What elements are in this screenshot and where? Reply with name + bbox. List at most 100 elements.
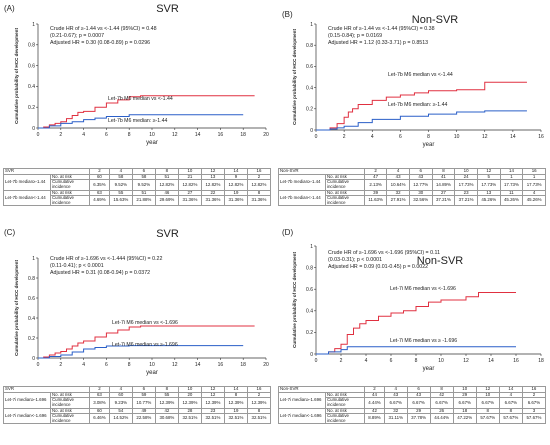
measure-label: Cumulative incidence: [325, 179, 365, 191]
incidence-cell: 6.67%: [475, 397, 500, 409]
y-tick-label: 0: [32, 126, 35, 132]
y-axis-label: Cumulative probability of HCC developmen…: [292, 252, 297, 348]
y-tick-label: 1: [32, 22, 35, 28]
table-row: Cumulative incidence 6.46% 14.52% 22.58% 30.…: [4, 413, 272, 425]
y-tick-label: 0.4: [306, 85, 313, 91]
incidence-cell: 12.39%: [154, 397, 179, 409]
incidence-cell: 22.58%: [131, 413, 156, 425]
hr-annotation: (0.03-0.31); p < 0.0001: [328, 257, 382, 263]
y-tick-label: 0.4: [28, 84, 35, 90]
hr-annotation: Crude HR of ≥-1.44 vs <-1.44 (95%CI) = 0…: [328, 26, 435, 32]
x-axis-label: year: [423, 142, 435, 148]
incidence-cell: 14.89%: [431, 179, 456, 191]
y-tick-label: 1: [310, 244, 313, 250]
incidence-cell: 17.73%: [499, 179, 524, 191]
incidence-cell: 27.91%: [386, 195, 410, 207]
incidence-cell: 8.89%: [364, 413, 385, 425]
km-curve-red: [316, 81, 527, 131]
incidence-cell: 6.67%: [452, 397, 477, 409]
incidence-cell: 12.39%: [177, 397, 202, 409]
incidence-cell: 6.67%: [383, 397, 408, 409]
panel-letter: (B): [282, 10, 293, 19]
series-label: Let-7b M6 median: ≥-1.44: [108, 118, 167, 124]
measure-label: Cumulative incidence: [50, 413, 90, 425]
hr-annotation: Crude HR of ≥-1.696 vs <-1.696 (95%CI) =…: [328, 250, 440, 256]
y-axis-label: Cumulative probability of HCC developmen…: [292, 29, 297, 125]
group-name: Let-7b median≥-1.44: [278, 173, 326, 191]
km-curve-red: [38, 325, 255, 359]
y-tick-label: 0.6: [306, 287, 313, 293]
x-tick-label: 12: [482, 134, 488, 140]
incidence-cell: 31.36%: [200, 195, 225, 207]
x-tick-label: 10: [149, 132, 155, 138]
incidence-cell: 45.26%: [476, 195, 501, 207]
x-tick-label: 10: [454, 134, 460, 140]
x-tick-label: 2: [59, 362, 62, 368]
y-axis-label: Cumulative probability of HCC developmen…: [14, 28, 19, 124]
panel-title: Non-SVR: [416, 255, 464, 267]
y-tick-label: 0: [310, 352, 313, 358]
x-tick-label: 12: [463, 358, 469, 364]
panel-letter: (A): [4, 4, 15, 13]
table-row: Cumulative incidence 4.69% 15.63% 21.88% 29.…: [4, 195, 272, 207]
incidence-cell: 32.51%: [177, 413, 202, 425]
group-name: Let-7b median<-1.44: [3, 189, 51, 207]
incidence-cell: 6.46%: [89, 413, 110, 425]
incidence-cell: 17.73%: [454, 179, 478, 191]
km-curve-blue: [38, 114, 244, 129]
incidence-cell: 6.67%: [406, 397, 431, 409]
risk-table-svr-let7b: SVR 2 4 6 8 10 12 14 16 Let-7b median≥-1.44 No. at…: [3, 168, 272, 207]
incidence-cell: 6.67%: [429, 397, 454, 409]
group-name: Let-7b median<-1.44: [278, 189, 326, 207]
incidence-cell: 12.82%: [200, 179, 225, 191]
x-tick-label: 14: [488, 358, 494, 364]
risk-table-nonsvr-let7i: Non-SVR 2 4 6 8 10 12 14 16 Let-7i median≥-1.696 N…: [278, 386, 547, 425]
incidence-cell: 31.36%: [223, 195, 248, 207]
x-tick-label: 6: [105, 362, 108, 368]
x-tick-label: 8: [128, 132, 131, 138]
y-tick-label: 0.6: [28, 296, 35, 302]
y-tick-label: 0: [32, 356, 35, 362]
x-tick-label: 20: [263, 362, 269, 368]
km-curve-blue: [316, 110, 527, 131]
panel-letter: (C): [4, 228, 16, 237]
incidence-cell: 32.51%: [246, 413, 272, 425]
x-tick-label: 12: [172, 362, 178, 368]
series-label: Let-7i M6 median vs ≥-1.696: [112, 342, 178, 348]
incidence-cell: 32.51%: [200, 413, 225, 425]
incidence-cell: 44.44%: [429, 413, 454, 425]
incidence-cell: 12.39%: [246, 397, 272, 409]
x-axis-label: year: [146, 140, 158, 146]
incidence-cell: 10.77%: [131, 397, 156, 409]
incidence-cell: 37.78%: [406, 413, 431, 425]
incidence-cell: 12.82%: [246, 179, 272, 191]
measure-label: Cumulative incidence: [325, 195, 365, 207]
x-tick-label: 0: [315, 134, 318, 140]
x-tick-label: 10: [149, 362, 155, 368]
x-tick-label: 8: [427, 134, 430, 140]
x-tick-label: 14: [510, 134, 516, 140]
y-tick-label: 0.4: [306, 309, 313, 315]
group-name: Let-7i median≥-1.696: [3, 391, 51, 409]
incidence-cell: 6.35%: [89, 179, 110, 191]
incidence-cell: 6.67%: [521, 397, 547, 409]
x-tick-label: 16: [513, 358, 519, 364]
x-tick-label: 6: [399, 134, 402, 140]
risk-table-nonsvr-let7b: Non-SVR 2 4 6 8 10 12 14 16 Let-7b median≥-1.44 No…: [278, 168, 546, 207]
hr-annotation: Adjusted HR = 0.30 (0.08-0.89) p = 0.029…: [50, 40, 150, 46]
incidence-cell: 45.26%: [522, 195, 546, 207]
table-row: Cumulative incidence 6.35% 9.52% 9.52% 12.82…: [4, 179, 272, 191]
x-tick-label: 10: [438, 358, 444, 364]
x-tick-label: 4: [82, 132, 85, 138]
incidence-cell: 14.52%: [108, 413, 133, 425]
table-row: Cumulative incidence 11.63% 27.91% 32.56% 37…: [279, 195, 546, 207]
table-row: Let-7b median≥-1.44 No. at risk 60 58 58 51 21…: [3, 173, 272, 191]
km-chart-svr-let7i: 00.20.40.60.810 2 4 6 8 10 12 14 16 18 20yearCumul…: [14, 256, 269, 376]
y-tick-label: 0.6: [28, 63, 35, 69]
x-axis-label: year: [423, 366, 435, 372]
x-tick-label: 0: [37, 362, 40, 368]
x-tick-label: 16: [218, 362, 224, 368]
x-tick-label: 16: [538, 134, 544, 140]
incidence-cell: 47.22%: [452, 413, 477, 425]
incidence-cell: 30.68%: [154, 413, 179, 425]
